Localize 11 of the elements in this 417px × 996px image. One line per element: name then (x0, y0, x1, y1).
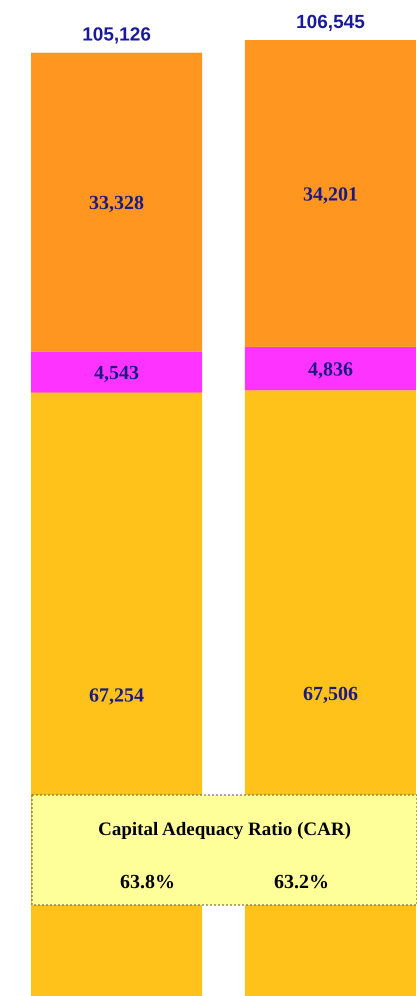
annotation: 63.8% (120, 871, 175, 893)
data-label: 33,328 (89, 192, 144, 214)
annotation: 63.2% (274, 871, 329, 893)
data-label: 4,543 (94, 362, 140, 384)
annotation: Capital Adequacy Ratio (CAR) (98, 819, 351, 840)
total-label: 105,126 (82, 24, 151, 46)
data-label: 67,506 (302, 683, 358, 706)
data-label: 4,836 (308, 358, 353, 381)
total-label: 106,545 (296, 12, 366, 33)
data-label: 67,254 (89, 684, 144, 706)
data-label: 34,201 (302, 183, 358, 206)
